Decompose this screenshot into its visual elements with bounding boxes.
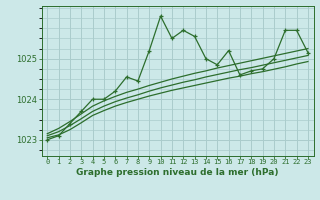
X-axis label: Graphe pression niveau de la mer (hPa): Graphe pression niveau de la mer (hPa) bbox=[76, 168, 279, 177]
